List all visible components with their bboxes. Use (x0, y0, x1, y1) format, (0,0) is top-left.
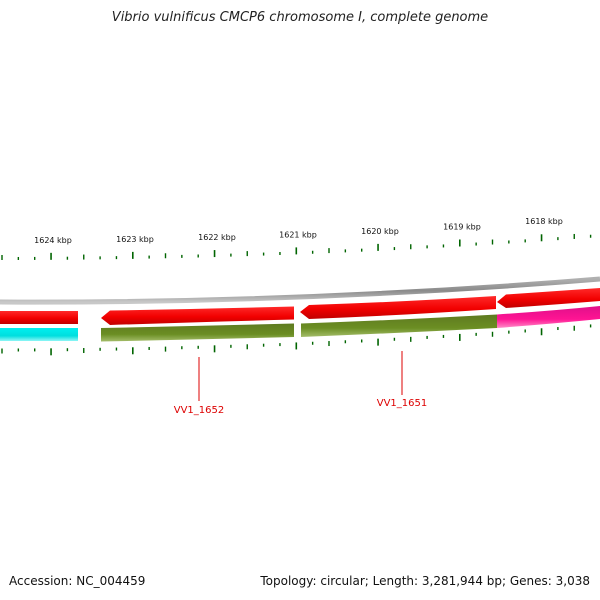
gene-label-vv1-1652[interactable]: VV1_1652 (174, 405, 225, 416)
scale-label: 1623 kbp (116, 235, 154, 244)
scale-label: 1620 kbp (361, 227, 399, 236)
gene-labels: VV1_1652 VV1_1651 (174, 351, 428, 416)
cds-track (0, 306, 600, 342)
lower-scale-ticks (1, 324, 592, 356)
scale-label: 1618 kbp (525, 217, 563, 226)
genome-stats-text: Topology: circular; Length: 3,281,944 bp… (260, 574, 590, 588)
feature-left-red (0, 311, 78, 324)
map-title: Vibrio vulnificus CMCP6 chromosome I, co… (111, 10, 489, 25)
feature-right-red-arrow (497, 288, 600, 308)
feature-right-magenta (497, 306, 600, 328)
scale-label: 1624 kbp (34, 236, 72, 245)
feature-vv1-1652-arrow (101, 306, 294, 325)
cds-vv1-1651 (301, 314, 497, 337)
forward-strand-track (0, 288, 600, 325)
accession-text: Accession: NC_004459 (9, 574, 146, 588)
gene-label-vv1-1651[interactable]: VV1_1651 (377, 398, 428, 409)
scale-labels: 1624 kbp 1623 kbp 1622 kbp 1621 kbp 1620 kbp… (34, 217, 563, 245)
scale-label: 1622 kbp (198, 233, 236, 242)
cds-vv1-1652 (101, 323, 294, 342)
scale-label: 1621 kbp (279, 230, 317, 239)
scale-label: 1619 kbp (443, 222, 481, 231)
upper-scale-ticks (1, 233, 592, 260)
feature-left-cyan (0, 328, 78, 341)
feature-vv1-1651-arrow (300, 296, 496, 319)
backbone-circle (0, 276, 600, 305)
